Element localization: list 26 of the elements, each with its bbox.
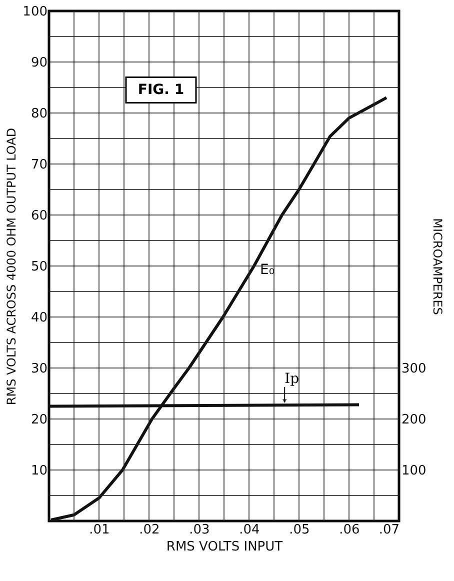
- y-tick-label: 90: [30, 56, 48, 70]
- annotation: FIG. 1: [138, 82, 184, 98]
- y2-axis-title: MICROAMPERES: [430, 218, 444, 315]
- y-tick-label: 30: [30, 362, 48, 376]
- y2-tick-label: 100: [402, 464, 426, 478]
- y-tick-label: 40: [30, 310, 48, 326]
- y-tick-label: 60: [30, 208, 48, 224]
- x-tick-label: .07: [378, 522, 400, 538]
- y-tick-label: 80: [30, 106, 48, 122]
- y-axis-title: RMS VOLTS ACROSS 4000 OHM OUTPUT LOAD: [4, 128, 19, 406]
- x-tick-label: .02: [139, 522, 160, 538]
- y-tick-label: 50: [30, 260, 48, 274]
- y2-tick-label: 300: [402, 362, 426, 376]
- y2-tick-label: 200: [402, 412, 426, 428]
- x-tick-label: .01: [89, 522, 110, 538]
- y-tick-label: 10: [30, 464, 48, 478]
- x-axis-title: RMS VOLTS INPUT: [166, 540, 283, 554]
- y-tick-label: 20: [30, 412, 48, 428]
- series-label: Ip: [284, 371, 300, 388]
- x-tick-label: .05: [289, 522, 310, 538]
- x-tick-label: .06: [339, 522, 360, 538]
- x-tick-label: .04: [239, 522, 260, 538]
- y-tick-label: 100: [22, 4, 48, 20]
- line-series: [50, 96, 388, 521]
- y-tick-label: 70: [30, 158, 48, 172]
- x-tick-label: .03: [189, 522, 210, 538]
